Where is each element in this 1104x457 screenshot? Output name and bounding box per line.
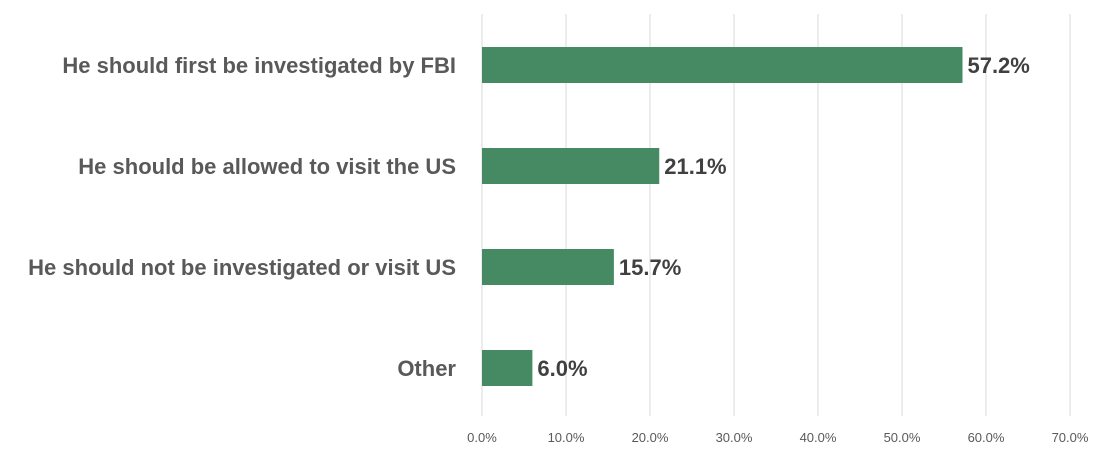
category-label-0: He should first be investigated by FBI (62, 53, 456, 78)
category-label-1: He should be allowed to visit the US (78, 154, 456, 179)
x-tick-label-2: 20.0% (632, 430, 669, 445)
x-tick-label-0: 0.0% (467, 430, 497, 445)
category-labels: He should first be investigated by FBI He… (28, 53, 456, 381)
value-label-2: 15.7% (619, 255, 681, 280)
x-tick-label-3: 30.0% (716, 430, 753, 445)
bar-3 (482, 350, 533, 386)
x-tick-label-4: 40.0% (800, 430, 837, 445)
x-tick-label-5: 50.0% (884, 430, 921, 445)
x-axis-tick-labels: 0.0% 10.0% 20.0% 30.0% 40.0% 50.0% 60.0% 70.0% (467, 430, 1089, 445)
category-label-3: Other (397, 356, 456, 381)
x-tick-label-1: 10.0% (548, 430, 585, 445)
x-tick-label-6: 60.0% (968, 430, 1005, 445)
bar-1 (482, 148, 660, 184)
bars (482, 47, 963, 386)
value-label-1: 21.1% (664, 154, 726, 179)
value-labels: 57.2% 21.1% 15.7% 6.0% (537, 53, 1029, 381)
bar-0 (482, 47, 963, 83)
value-label-3: 6.0% (537, 356, 587, 381)
value-label-0: 57.2% (967, 53, 1029, 78)
bar-2 (482, 249, 614, 285)
x-tick-label-7: 70.0% (1052, 430, 1089, 445)
category-label-2: He should not be investigated or visit U… (28, 255, 456, 280)
